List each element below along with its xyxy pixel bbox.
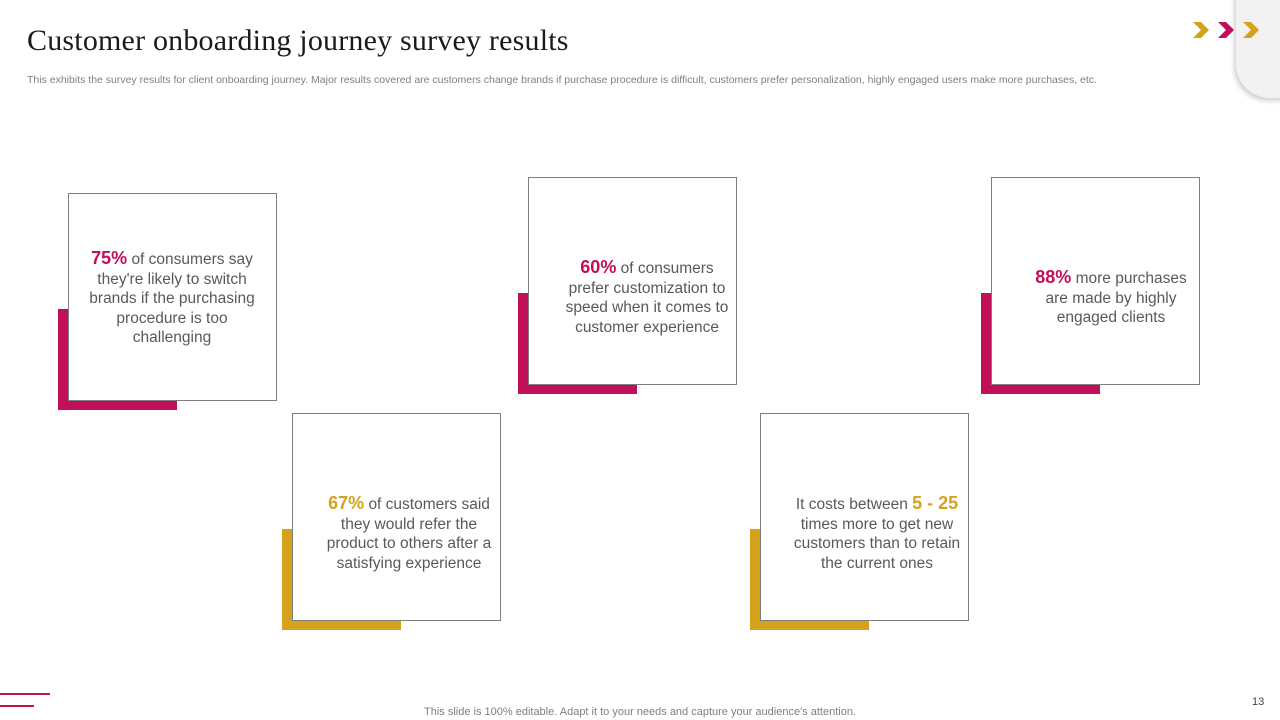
card-highlight: 67% xyxy=(328,493,365,513)
card-box xyxy=(760,413,969,621)
card-box xyxy=(528,177,737,385)
chevrons-icon xyxy=(1193,22,1259,38)
card-description: more purchases are made by highly engage… xyxy=(1045,270,1187,326)
card-highlight: 75% xyxy=(91,248,128,268)
card-box xyxy=(68,193,277,401)
card-highlight: 88% xyxy=(1035,267,1072,287)
card-highlight: 60% xyxy=(580,257,617,277)
card-box xyxy=(991,177,1200,385)
card-box xyxy=(292,413,501,621)
stat-card-1: 75% of consumers say they're likely to s… xyxy=(58,193,279,414)
card-highlight: 5 - 25 xyxy=(912,493,959,513)
card-description: of customers said they would refer the p… xyxy=(326,496,492,572)
card-text: It costs between 5 - 25 times more to ge… xyxy=(791,493,963,573)
card-description: of consumers prefer customization to spe… xyxy=(565,260,729,336)
card-description: of consumers say they're likely to switc… xyxy=(89,251,255,346)
stat-card-5: It costs between 5 - 25 times more to ge… xyxy=(750,413,971,634)
page-number: 13 xyxy=(1252,696,1265,708)
page-subtitle: This exhibits the survey results for cli… xyxy=(27,74,1097,86)
card-text: 75% of consumers say they're likely to s… xyxy=(86,248,258,348)
page-title: Customer onboarding journey survey resul… xyxy=(27,24,569,57)
card-text: 67% of customers said they would refer t… xyxy=(323,493,495,573)
stat-card-4: 67% of customers said they would refer t… xyxy=(282,413,503,634)
footer-note: This slide is 100% editable. Adapt it to… xyxy=(424,706,856,718)
card-text-before: It costs between xyxy=(795,496,908,513)
stat-card-3: 88% more purchases are made by highly en… xyxy=(981,177,1202,398)
footer-accent-line-1 xyxy=(0,693,50,695)
stat-card-2: 60% of consumers prefer customization to… xyxy=(518,177,739,398)
corner-tab xyxy=(1236,0,1280,98)
card-description: times more to get new customers than to … xyxy=(793,515,961,572)
footer-accent-line-2 xyxy=(0,705,34,707)
card-text: 60% of consumers prefer customization to… xyxy=(561,257,733,337)
card-text: 88% more purchases are made by highly en… xyxy=(1025,267,1197,328)
